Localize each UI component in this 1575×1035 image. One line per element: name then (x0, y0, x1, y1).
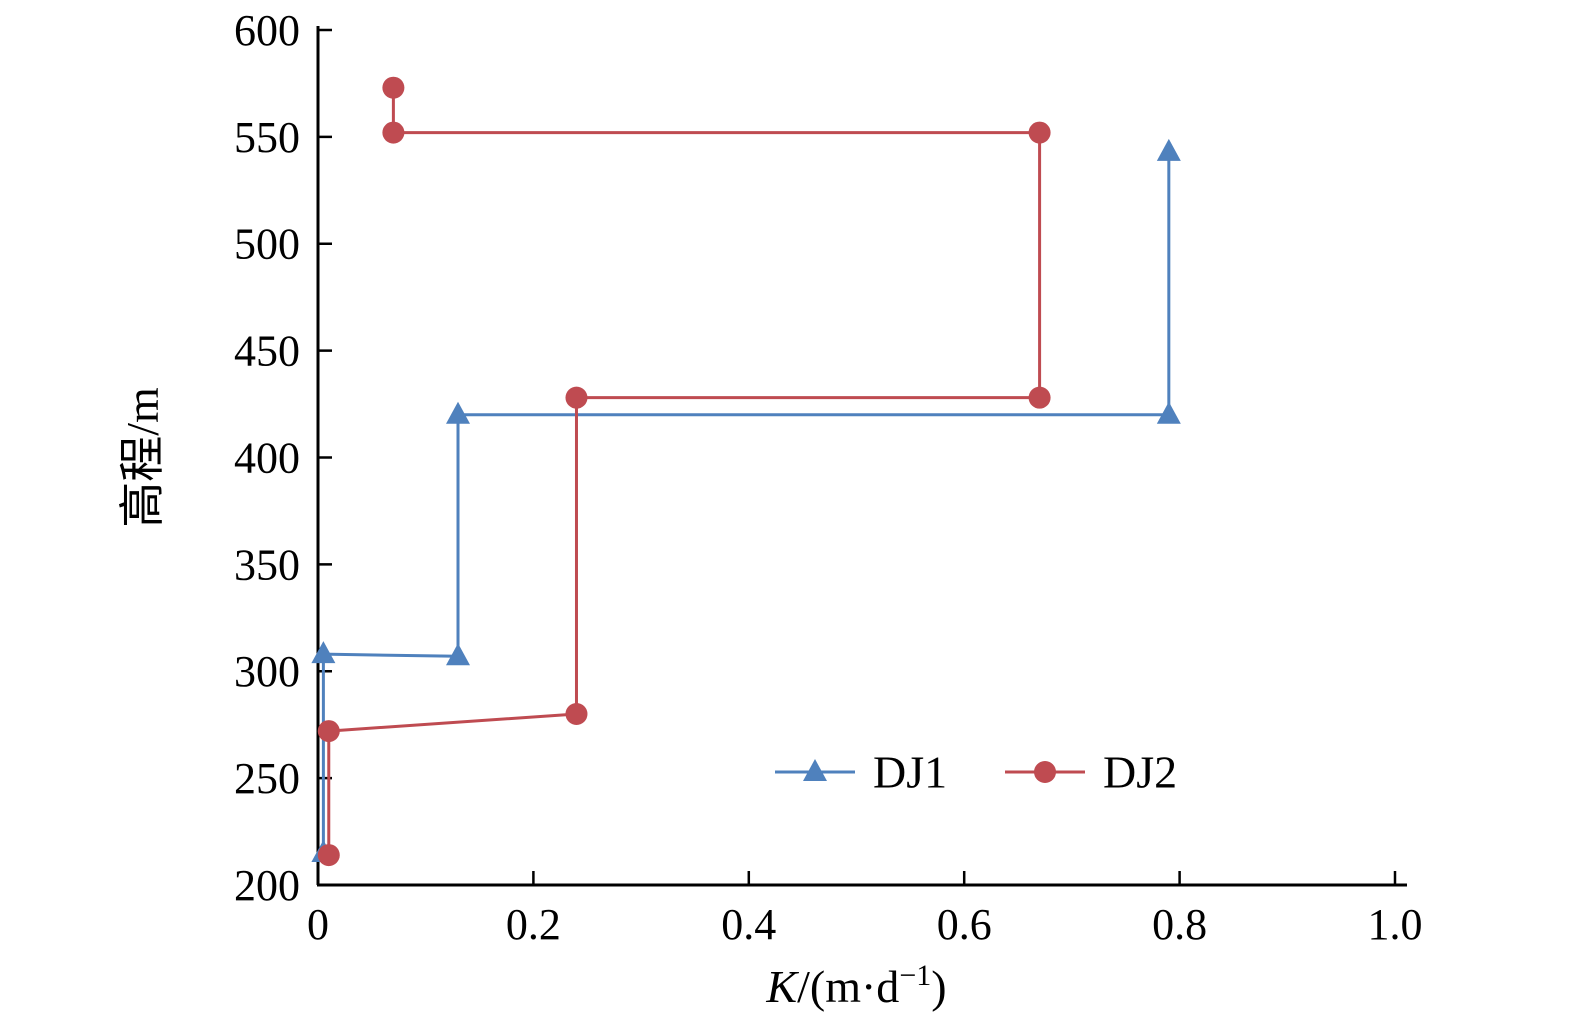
legend-item-dj2: DJ2 (1005, 747, 1177, 798)
y-tick-label: 400 (234, 433, 300, 482)
y-tick-label: 550 (234, 113, 300, 162)
legend-label: DJ1 (873, 747, 947, 798)
y-tick-label: 500 (234, 220, 300, 269)
y-axis-label: 高程/m (117, 387, 168, 528)
circle-marker (317, 720, 340, 743)
x-axis-label: K/(m·d−1) (765, 959, 946, 1012)
y-tick-label: 600 (234, 6, 300, 55)
x-tick-label: 1.0 (1368, 900, 1423, 949)
circle-marker (382, 121, 405, 144)
circle-marker (1028, 386, 1051, 409)
y-tick-label: 200 (234, 861, 300, 910)
triangle-marker (1156, 401, 1181, 424)
y-tick-label: 250 (234, 754, 300, 803)
triangle-marker (446, 643, 471, 666)
x-tick-label: 0.6 (937, 900, 992, 949)
triangle-marker (1156, 138, 1181, 161)
x-tick-label: 0.4 (721, 900, 776, 949)
legend: DJ1 DJ2 (775, 747, 1177, 798)
y-tick-label: 450 (234, 327, 300, 376)
series-dj2 (317, 76, 1051, 867)
series-dj1 (311, 138, 1181, 862)
series-line (327, 87, 1042, 856)
legend-circle-marker (1034, 761, 1056, 783)
series-line (321, 151, 1171, 853)
x-tick-label: 0.8 (1152, 900, 1207, 949)
legend-triangle-marker (803, 759, 827, 781)
triangle-marker (446, 401, 471, 424)
triangle-marker (311, 641, 336, 664)
circle-marker (565, 703, 588, 725)
legend-item-dj1: DJ1 (775, 747, 947, 798)
circle-marker (317, 844, 340, 867)
legend-label: DJ2 (1103, 747, 1177, 798)
circle-marker (382, 76, 405, 99)
x-tick-label: 0.2 (506, 900, 561, 949)
y-tick-label: 300 (234, 647, 300, 696)
axes (316, 26, 1407, 887)
circle-marker (565, 386, 588, 409)
y-tick-label: 350 (234, 540, 300, 589)
circle-marker (1028, 121, 1051, 144)
x-tick-label: 0 (307, 900, 329, 949)
